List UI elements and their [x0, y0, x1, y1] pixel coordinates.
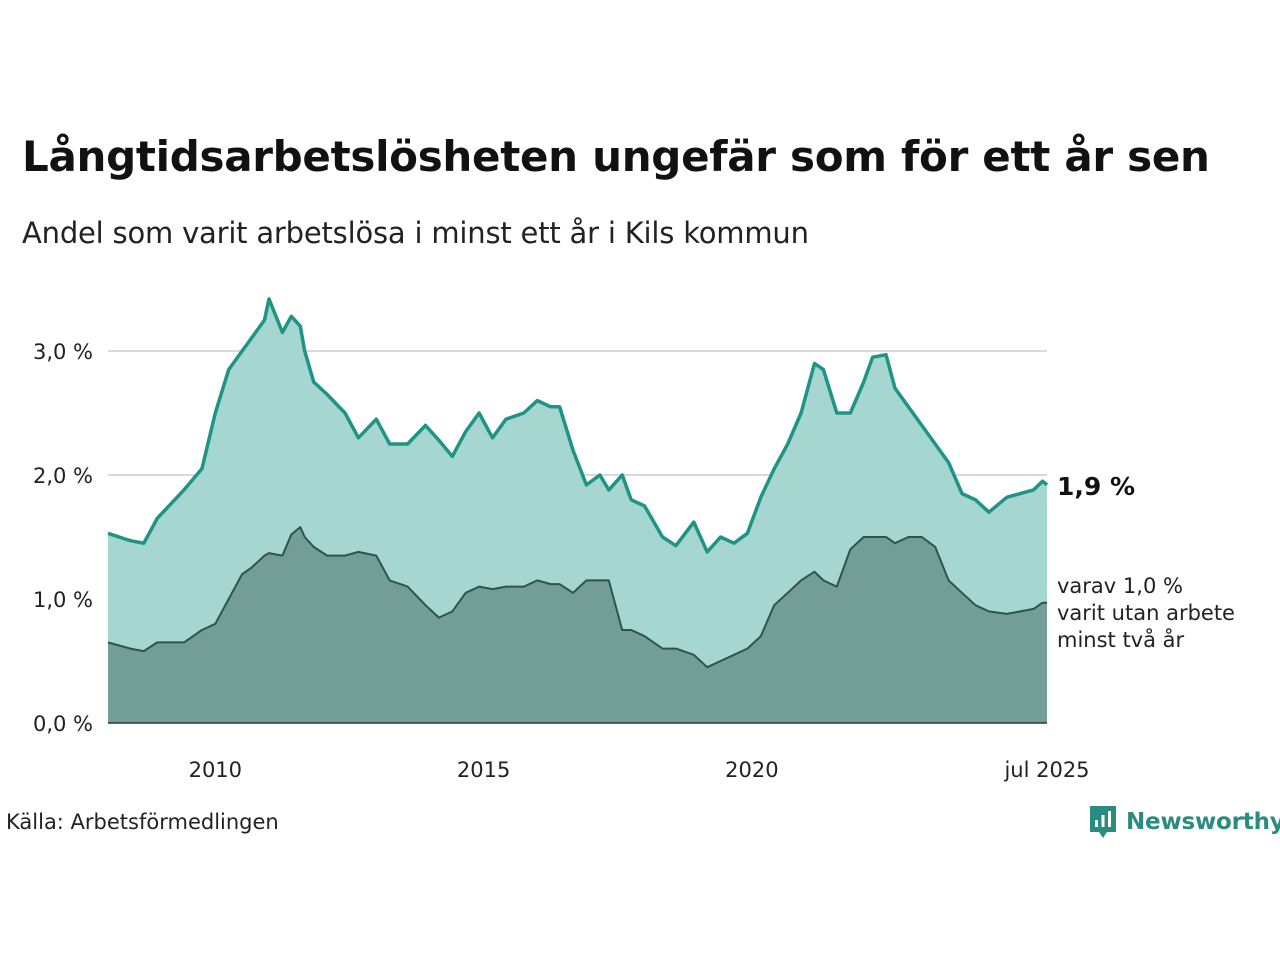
end-label-secondary-line: varav 1,0 %: [1057, 574, 1183, 598]
y-tick-label: 3,0 %: [33, 340, 93, 364]
x-tick-label: 2015: [457, 758, 510, 782]
y-tick-label: 1,0 %: [33, 588, 93, 612]
series-1-line: [107, 297, 1049, 554]
brand[interactable]: Newsworthy: [1088, 804, 1280, 840]
newsworthy-logo-icon: [1090, 806, 1116, 838]
x-tick-label: 2020: [725, 758, 778, 782]
chart-subtitle: Andel som varit arbetslösa i minst ett å…: [22, 216, 809, 250]
series-2-line: [107, 526, 1047, 669]
end-label-primary: 1,9 %: [1057, 472, 1135, 501]
series-2-area: [108, 527, 1047, 723]
y-tick-label: 0,0 %: [33, 712, 93, 736]
chart-title: Långtidsarbetslösheten ungefär som för e…: [22, 132, 1210, 181]
y-tick-label: 2,0 %: [33, 464, 93, 488]
brand-name: Newsworthy: [1126, 809, 1280, 835]
end-label-secondary-line: minst två år: [1057, 627, 1185, 652]
end-label-secondary-line: varit utan arbete: [1057, 601, 1235, 625]
x-tick-label: jul 2025: [1003, 758, 1089, 782]
x-tick-label: 2010: [189, 758, 242, 782]
source-note: Källa: Arbetsförmedlingen: [6, 810, 279, 834]
